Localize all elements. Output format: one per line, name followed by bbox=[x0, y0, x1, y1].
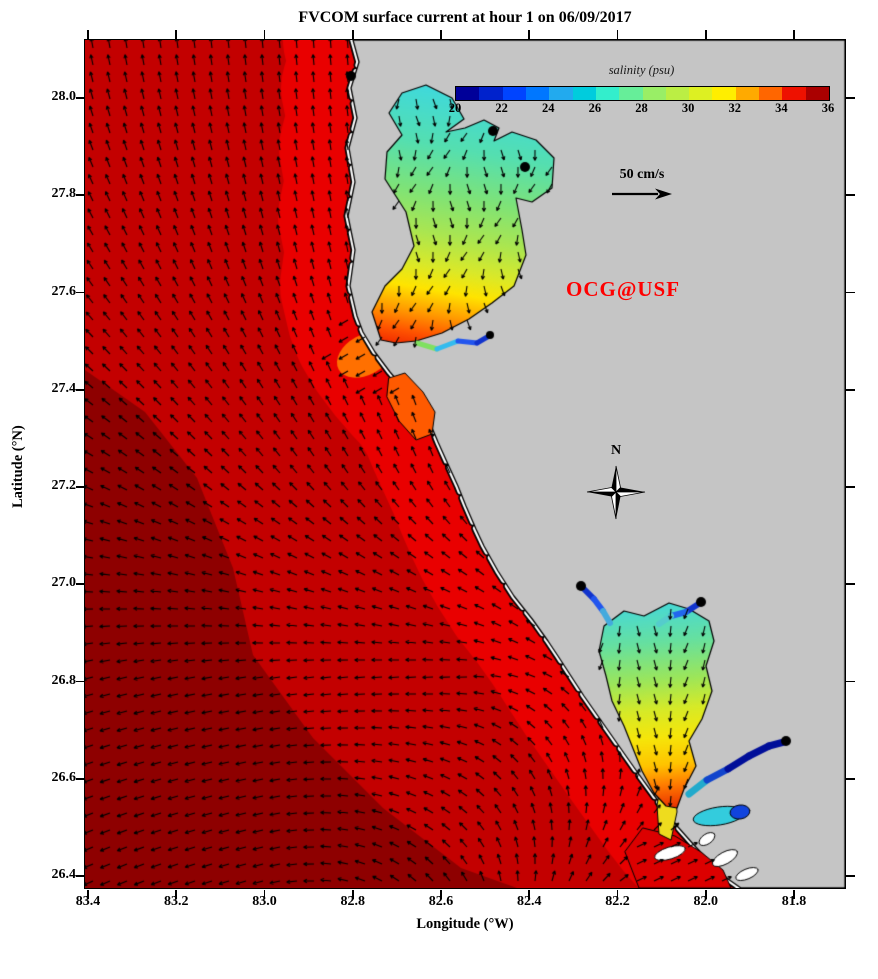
colorbar-segment bbox=[502, 87, 526, 100]
tick-mark bbox=[846, 486, 855, 488]
tick-mark bbox=[846, 194, 855, 197]
y-tick-label: 27.6 bbox=[51, 283, 77, 299]
colorbar-segment bbox=[735, 87, 760, 100]
tick-mark bbox=[75, 97, 84, 99]
colorbar-segment bbox=[572, 87, 596, 100]
colorbar-tick-label: 28 bbox=[635, 101, 648, 115]
x-tick-label: 83.2 bbox=[164, 894, 189, 909]
compass-north-label: N bbox=[610, 443, 622, 458]
watermark: OCG@USF bbox=[566, 277, 681, 301]
tick-mark bbox=[75, 194, 84, 197]
tick-mark bbox=[704, 890, 707, 899]
tick-mark bbox=[75, 875, 84, 877]
x-tick-label: 83.0 bbox=[252, 894, 277, 909]
colorbar-segment bbox=[689, 87, 713, 100]
y-tick-label: 27.8 bbox=[51, 186, 77, 202]
x-tick-label: 82.6 bbox=[428, 894, 454, 909]
tick-mark bbox=[263, 890, 266, 899]
colorbar bbox=[455, 86, 830, 101]
tick-mark bbox=[616, 30, 619, 39]
x-tick-label: 82.0 bbox=[693, 894, 719, 909]
tick-mark bbox=[87, 890, 89, 899]
colorbar-segment bbox=[525, 87, 550, 100]
tick-mark bbox=[616, 890, 619, 899]
tick-mark bbox=[846, 680, 855, 683]
colorbar-segment bbox=[479, 87, 503, 100]
colorbar-tick-label: 24 bbox=[542, 101, 555, 115]
y-tick-label: 26.6 bbox=[51, 769, 77, 785]
y-tick-label: 27.4 bbox=[51, 380, 77, 396]
tick-mark bbox=[846, 583, 855, 586]
colorbar-segment bbox=[782, 87, 806, 100]
x-tick-label: 82.2 bbox=[605, 894, 630, 909]
map-canvas bbox=[84, 39, 845, 888]
colorbar-tick-label: 34 bbox=[775, 101, 788, 115]
colorbar-segment bbox=[595, 87, 620, 100]
colorbar-segment bbox=[549, 87, 573, 100]
tick-mark bbox=[175, 890, 178, 899]
tick-mark bbox=[440, 890, 442, 899]
tick-mark bbox=[528, 30, 531, 39]
compass-rose-icon bbox=[586, 465, 646, 520]
y-tick-label: 28.0 bbox=[51, 89, 77, 104]
scale-arrow-label: 50 cm/s bbox=[619, 167, 665, 182]
tick-mark bbox=[528, 890, 531, 899]
colorbar-segment bbox=[712, 87, 736, 100]
scale-arrow-icon bbox=[612, 188, 672, 200]
colorbar-segment bbox=[759, 87, 783, 100]
colorbar-segment bbox=[805, 87, 829, 100]
y-tick-label: 27.2 bbox=[51, 478, 77, 493]
tick-mark bbox=[75, 486, 84, 488]
tick-mark bbox=[846, 777, 855, 780]
colorbar-tick-label: 22 bbox=[495, 101, 508, 115]
x-tick-label: 81.8 bbox=[781, 894, 807, 909]
tick-mark bbox=[175, 30, 178, 39]
x-tick-label: 83.4 bbox=[75, 894, 101, 909]
colorbar-tick-label: 20 bbox=[448, 101, 462, 115]
colorbar-segment bbox=[642, 87, 666, 100]
plot-frame bbox=[83, 38, 846, 889]
page-title: FVCOM surface current at hour 1 on 06/09… bbox=[298, 9, 632, 26]
tick-mark bbox=[75, 777, 84, 780]
colorbar-segment bbox=[619, 87, 643, 100]
tick-mark bbox=[793, 890, 795, 899]
y-tick-label: 26.4 bbox=[51, 867, 77, 882]
tick-mark bbox=[704, 30, 707, 39]
tick-mark bbox=[846, 97, 855, 99]
tick-mark bbox=[263, 30, 266, 39]
y-axis-label: Latitude (°N) bbox=[10, 425, 26, 509]
x-axis-label: Longitude (°W) bbox=[416, 916, 514, 932]
colorbar-tick-label: 26 bbox=[588, 101, 602, 115]
tick-mark bbox=[846, 388, 855, 391]
tick-mark bbox=[846, 291, 855, 294]
tick-mark bbox=[846, 875, 855, 877]
tick-mark bbox=[75, 680, 84, 683]
y-tick-label: 26.8 bbox=[51, 672, 77, 688]
colorbar-tick-label: 30 bbox=[681, 101, 695, 115]
colorbar-segment bbox=[456, 87, 480, 100]
tick-mark bbox=[793, 30, 795, 39]
colorbar-tick-label: 32 bbox=[728, 101, 742, 115]
colorbar-segment bbox=[665, 87, 690, 100]
tick-mark bbox=[87, 30, 89, 39]
tick-mark bbox=[75, 388, 84, 391]
colorbar-tick-label: 36 bbox=[821, 101, 835, 115]
x-tick-label: 82.8 bbox=[340, 894, 366, 909]
tick-mark bbox=[75, 291, 84, 294]
colorbar-label: salinity (psu) bbox=[608, 63, 675, 77]
tick-mark bbox=[440, 30, 442, 39]
tick-mark bbox=[75, 583, 84, 586]
tick-mark bbox=[351, 890, 354, 899]
y-tick-label: 27.0 bbox=[51, 575, 77, 591]
x-tick-label: 82.4 bbox=[517, 894, 542, 909]
tick-mark bbox=[351, 30, 354, 39]
